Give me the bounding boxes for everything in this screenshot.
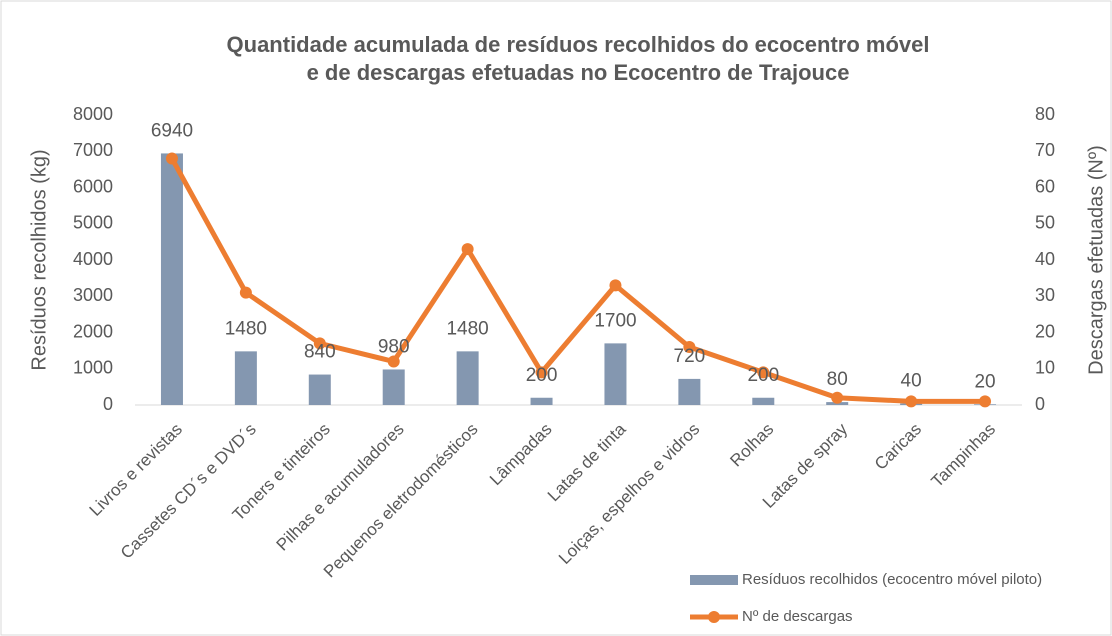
- data-label: 1700: [594, 310, 636, 331]
- y-tick-label: 8000: [73, 104, 113, 124]
- y2-tick-label: 30: [1035, 285, 1055, 305]
- line-marker: [313, 337, 326, 350]
- line-marker: [757, 366, 770, 379]
- data-label: 840: [304, 342, 336, 363]
- data-label: 40: [901, 371, 922, 392]
- line-marker: [905, 395, 918, 408]
- data-label: 20: [974, 371, 995, 392]
- y2-tick-label: 60: [1035, 176, 1055, 196]
- data-label: 6940: [151, 120, 193, 141]
- bar: [160, 153, 183, 405]
- bar: [678, 378, 701, 405]
- y2-tick-label: 50: [1035, 213, 1055, 233]
- line-marker: [979, 395, 992, 408]
- y2-tick-label: 40: [1035, 249, 1055, 269]
- y-tick-label: 6000: [73, 176, 113, 196]
- bar: [530, 397, 553, 405]
- legend-swatch: [708, 611, 720, 623]
- line-marker: [609, 279, 622, 292]
- chart-title: e de descargas efetuadas no Ecocentro de…: [307, 60, 850, 85]
- data-label: 720: [674, 346, 706, 367]
- line-marker: [683, 341, 696, 353]
- line: [169, 157, 986, 404]
- bar: [604, 343, 627, 405]
- line-marker: [535, 366, 548, 379]
- y2-tick-label: 70: [1035, 140, 1055, 160]
- legend-swatch: [690, 575, 738, 585]
- bar: [382, 369, 405, 405]
- line-marker: [387, 355, 400, 368]
- line-marker: [831, 391, 844, 404]
- y-axis-title: Resíduos recolhidos (kg): [28, 149, 50, 370]
- line-marker: [461, 243, 474, 256]
- data-label: 1480: [225, 318, 267, 339]
- y-tick-label: 4000: [73, 249, 113, 269]
- data-label: 200: [526, 365, 558, 386]
- y2-tick-label: 80: [1035, 104, 1055, 124]
- y2-axis-title: Descargas efetuadas (Nº): [1085, 145, 1107, 375]
- data-label: 980: [378, 336, 410, 357]
- y-tick-label: 1000: [73, 358, 113, 378]
- y2-tick-label: 0: [1035, 394, 1045, 414]
- legend-label: Nº de descargas: [742, 608, 853, 625]
- y2-tick-label: 10: [1035, 358, 1055, 378]
- bar: [308, 374, 331, 405]
- bar: [752, 397, 775, 405]
- bar: [234, 351, 257, 405]
- bar: [456, 351, 479, 405]
- y-tick-label: 0: [103, 394, 113, 414]
- legend-label: Resíduos recolhidos (ecocentro móvel pil…: [742, 571, 1042, 588]
- chart-title: Quantidade acumulada de resíduos recolhi…: [227, 32, 930, 57]
- line-marker: [239, 286, 252, 299]
- line-marker: [165, 152, 178, 165]
- data-label: 1480: [446, 318, 488, 339]
- y-tick-label: 7000: [73, 140, 113, 160]
- y-tick-label: 5000: [73, 213, 113, 233]
- y-tick-label: 2000: [73, 321, 113, 341]
- y2-tick-label: 20: [1035, 321, 1055, 341]
- data-label: 80: [827, 369, 848, 390]
- y-tick-label: 3000: [73, 285, 113, 305]
- data-label: 200: [747, 365, 779, 386]
